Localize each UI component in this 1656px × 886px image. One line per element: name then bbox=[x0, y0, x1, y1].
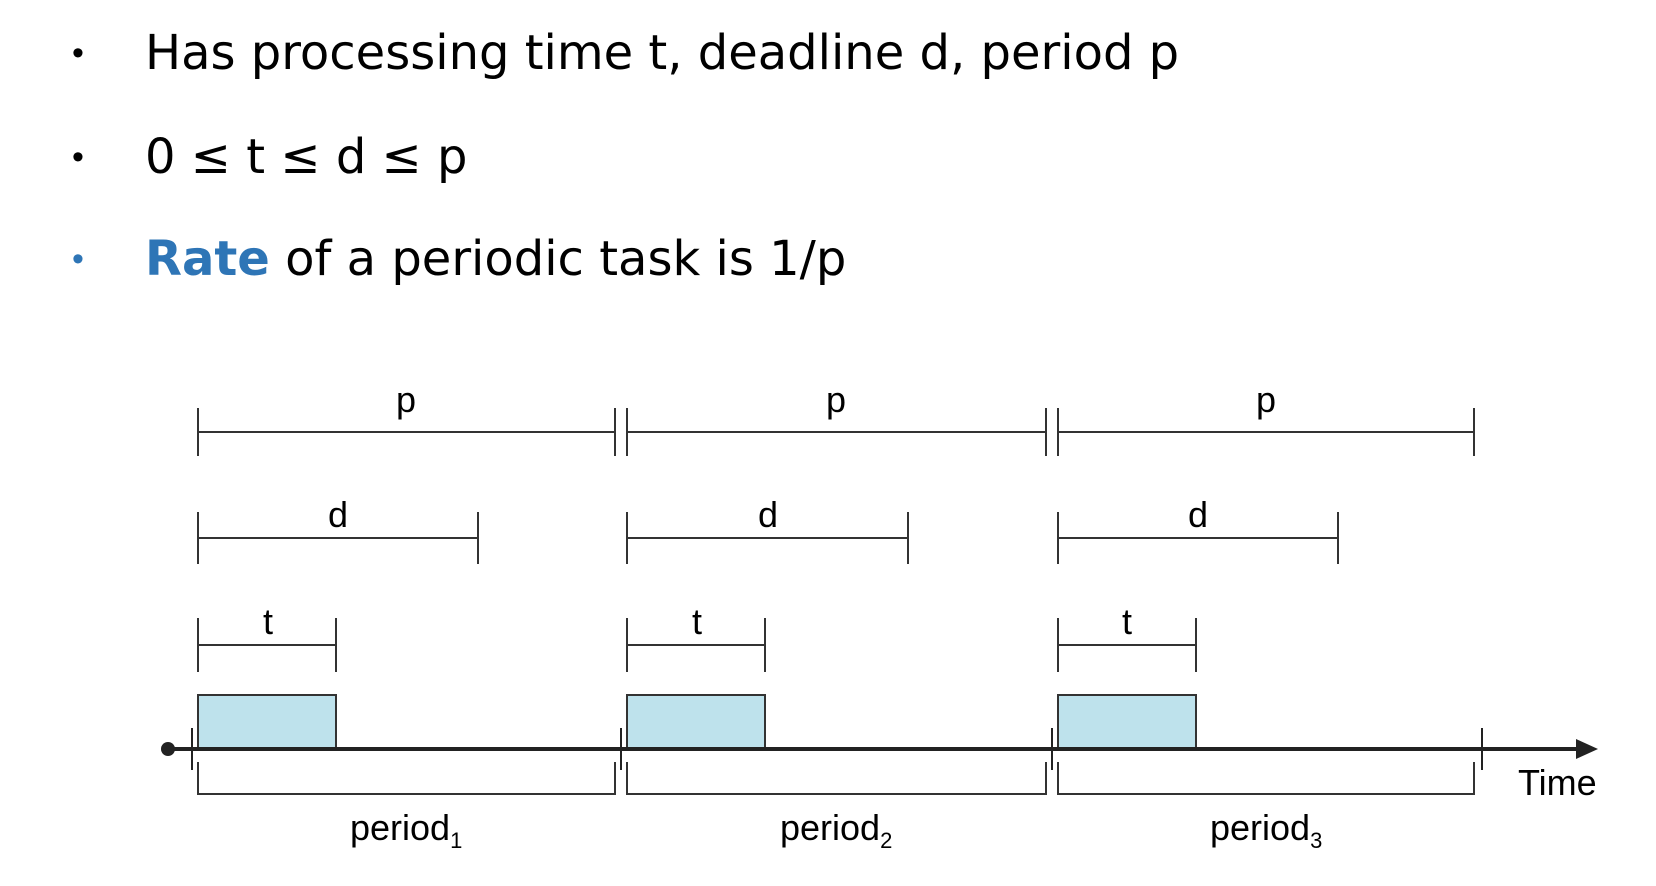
p-interval-2 bbox=[626, 408, 1047, 456]
period-bracket-1 bbox=[197, 762, 616, 795]
t-label: t bbox=[263, 601, 273, 642]
task-block-2 bbox=[626, 694, 766, 749]
bullet-text: Has processing time t, deadline d, perio… bbox=[145, 25, 1180, 81]
p-interval-1 bbox=[197, 408, 616, 456]
rate-rest: of a periodic task is 1/p bbox=[269, 231, 847, 287]
axis-origin-dot bbox=[161, 742, 175, 756]
d-label: d bbox=[758, 494, 778, 535]
p-interval-3 bbox=[1057, 408, 1475, 456]
bullet-text: 0 ≤ t ≤ d ≤ p bbox=[145, 129, 468, 185]
time-axis-label: Time bbox=[1518, 762, 1597, 803]
time-axis bbox=[168, 728, 1580, 770]
period-labels: period1 period2 period3 bbox=[350, 807, 1322, 853]
task-blocks bbox=[197, 694, 1197, 749]
p-label: p bbox=[396, 379, 416, 420]
period-label-1: period1 bbox=[350, 807, 462, 853]
period-label-2: period2 bbox=[780, 807, 892, 853]
d-label: d bbox=[1188, 494, 1208, 535]
diagram-lines bbox=[197, 408, 1475, 672]
t-label: t bbox=[1122, 601, 1132, 642]
p-label: p bbox=[826, 379, 846, 420]
bullet-marker: • bbox=[72, 34, 84, 72]
axis-arrow-icon bbox=[1576, 739, 1598, 759]
t-label: t bbox=[692, 601, 702, 642]
period-brackets bbox=[197, 762, 1475, 795]
d-interval-3 bbox=[1057, 512, 1339, 564]
period-bracket-3 bbox=[1057, 762, 1475, 795]
task-block-3 bbox=[1057, 694, 1197, 749]
d-label: d bbox=[328, 494, 348, 535]
t-interval-2 bbox=[626, 618, 766, 672]
bullet-marker: • bbox=[72, 138, 84, 176]
interval-labels: p p p d d d t t t bbox=[263, 379, 1276, 642]
d-interval-2 bbox=[626, 512, 909, 564]
t-interval-1 bbox=[197, 618, 337, 672]
p-label: p bbox=[1256, 379, 1276, 420]
t-interval-3 bbox=[1057, 618, 1197, 672]
bullet-text: Rate of a periodic task is 1/p bbox=[145, 235, 846, 283]
bullet-marker: • bbox=[72, 240, 84, 278]
period-label-3: period3 bbox=[1210, 807, 1322, 853]
rate-highlight: Rate bbox=[145, 231, 270, 287]
d-interval-1 bbox=[197, 512, 479, 564]
task-block-1 bbox=[197, 694, 337, 749]
period-bracket-2 bbox=[626, 762, 1047, 795]
